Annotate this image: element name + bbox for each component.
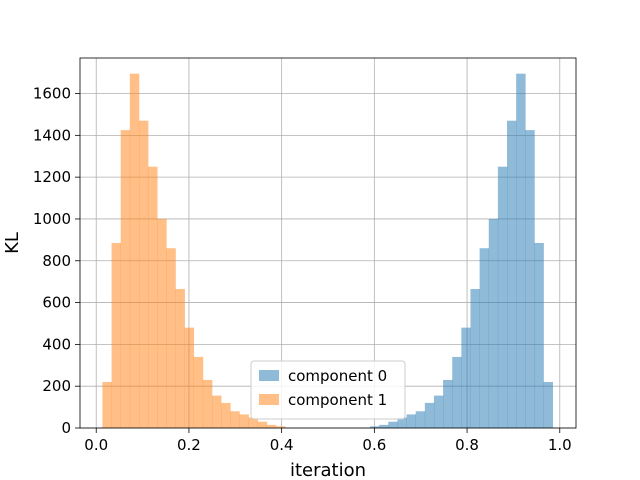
x-tick-label: 1.0 <box>548 436 572 454</box>
histogram-bar-series-0 <box>488 218 499 428</box>
histogram-bar-series-1 <box>129 73 140 428</box>
histogram-bar-series-0 <box>507 120 517 429</box>
legend: component 0 component 1 <box>250 360 406 420</box>
y-tick-label: 1400 <box>33 126 71 144</box>
histogram-bar-series-1 <box>230 411 240 428</box>
histogram-bar-series-0 <box>497 166 508 428</box>
histogram-bar-series-1 <box>184 327 195 428</box>
histogram-bar-series-0 <box>433 395 444 428</box>
legend-box <box>250 360 406 420</box>
y-tick-label: 1000 <box>33 210 71 228</box>
y-tick-label: 600 <box>42 294 71 312</box>
histogram-bar-series-1 <box>138 120 149 429</box>
y-axis-title: KL <box>2 232 23 254</box>
x-tick-label: 0.8 <box>455 436 479 454</box>
histogram-bar-series-1 <box>193 356 204 428</box>
y-tick-label: 400 <box>42 335 71 353</box>
x-tick-label: 0.6 <box>362 436 386 454</box>
histogram-bar-series-0 <box>388 421 398 428</box>
legend-swatch <box>259 370 279 381</box>
histogram-bar-series-1 <box>120 130 131 428</box>
legend-swatch <box>259 394 279 405</box>
y-tick-label: 1600 <box>33 85 71 103</box>
histogram-bar-series-1 <box>212 395 222 428</box>
histogram-bars <box>102 73 553 429</box>
histogram-bar-series-0 <box>370 426 380 428</box>
x-tick-label: 0.4 <box>270 436 294 454</box>
histogram-bar-series-0 <box>461 327 471 428</box>
histogram-bar-series-1 <box>157 218 167 428</box>
y-tick-label: 200 <box>42 377 71 395</box>
histogram-bar-series-1 <box>148 166 158 428</box>
histogram-bar-series-0 <box>415 411 426 428</box>
histogram-bar-series-0 <box>534 243 544 428</box>
histogram-bar-series-1 <box>111 243 121 428</box>
histogram-bar-series-1 <box>266 424 277 428</box>
histogram-bar-series-1 <box>166 248 176 428</box>
axis-ticks: 0.0 0.2 0.4 0.6 0.8 1.0 0 200 400 600 800 1000 1200 1… <box>33 85 572 454</box>
histogram-bar-series-0 <box>397 417 407 428</box>
histogram-bar-series-0 <box>443 379 453 428</box>
histogram-bar-series-1 <box>175 288 185 428</box>
x-tick-label: 0.2 <box>177 436 201 454</box>
plot-frame <box>79 57 577 429</box>
histogram-bar-series-0 <box>424 402 435 428</box>
y-tick-label: 1200 <box>33 168 71 186</box>
histogram-bar-series-1 <box>257 421 268 428</box>
histogram-bar-series-1 <box>102 382 112 428</box>
histogram-bar-series-0 <box>379 424 389 428</box>
y-tick-label: 0 <box>61 419 71 437</box>
histogram-bar-series-1 <box>248 417 258 428</box>
histogram-bar-series-1 <box>239 414 249 428</box>
histogram-bar-series-0 <box>406 414 417 428</box>
histogram-bar-series-0 <box>525 130 535 428</box>
histogram-bar-series-0 <box>452 356 462 428</box>
histogram-bar-series-0 <box>543 382 553 428</box>
histogram-bar-series-1 <box>202 379 213 428</box>
histogram-bar-series-0 <box>470 288 480 428</box>
histogram-bar-series-0 <box>479 248 490 428</box>
x-tick-label: 0.0 <box>84 436 108 454</box>
x-axis-title: iteration <box>290 460 366 480</box>
histogram-bar-series-1 <box>221 402 231 428</box>
histogram-bar-series-1 <box>275 426 286 428</box>
legend-label: component 1 <box>288 391 387 409</box>
legend-label: component 0 <box>288 367 387 385</box>
histogram-bar-series-0 <box>516 73 526 428</box>
y-tick-label: 800 <box>42 252 71 270</box>
